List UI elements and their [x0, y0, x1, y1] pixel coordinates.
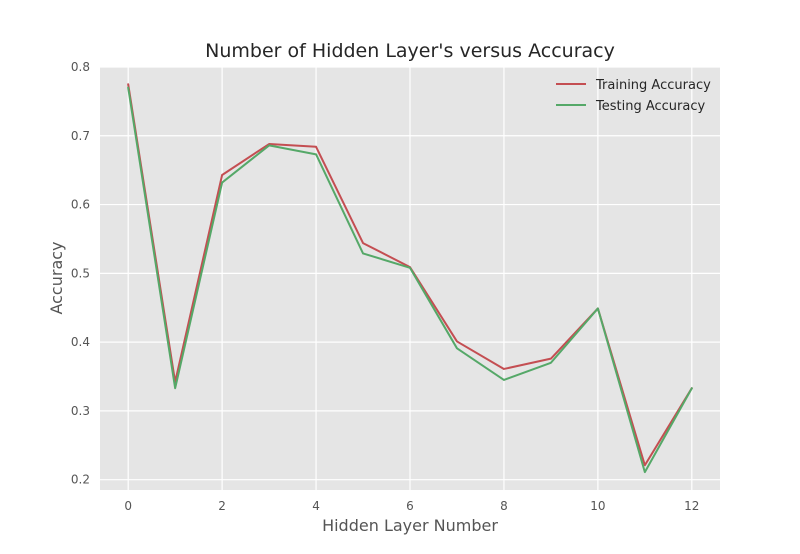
series-line-testing — [127, 86, 693, 474]
x-axis-ticks: 0 2 4 6 8 10 12 — [124, 499, 699, 513]
y-tick-label: 0.2 — [71, 473, 90, 487]
y-axis-ticks: 0.2 0.3 0.4 0.5 0.6 0.7 0.8 — [71, 60, 90, 487]
legend: Training Accuracy Testing Accuracy — [556, 78, 711, 114]
grid-lines — [100, 66, 720, 490]
legend-label-training: Training Accuracy — [595, 78, 711, 93]
y-tick-label: 0.4 — [71, 335, 90, 349]
series-lines — [127, 83, 693, 474]
chart-title: Number of Hidden Layer's versus Accuracy — [205, 40, 615, 62]
y-axis-label: Accuracy — [47, 241, 66, 314]
x-axis-label: Hidden Layer Number — [322, 516, 498, 535]
y-tick-label: 0.6 — [71, 198, 90, 212]
y-tick-label: 0.5 — [71, 266, 90, 280]
x-tick-label: 10 — [590, 499, 605, 513]
x-tick-label: 0 — [124, 499, 132, 513]
y-tick-label: 0.3 — [71, 404, 90, 418]
y-tick-label: 0.8 — [71, 60, 90, 74]
x-tick-label: 4 — [312, 499, 320, 513]
x-tick-label: 8 — [500, 499, 508, 513]
y-tick-label: 0.7 — [71, 129, 90, 143]
x-tick-label: 2 — [218, 499, 226, 513]
legend-label-testing: Testing Accuracy — [595, 99, 705, 114]
x-tick-label: 6 — [406, 499, 414, 513]
x-tick-label: 12 — [684, 499, 699, 513]
